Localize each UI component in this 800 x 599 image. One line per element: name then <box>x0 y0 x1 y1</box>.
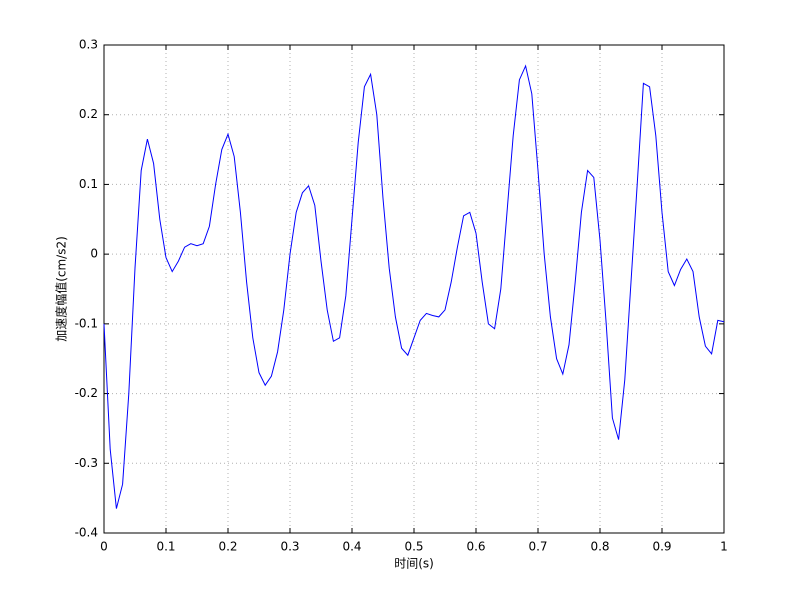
y-tick-label: 0.3 <box>79 38 98 52</box>
x-tick-label: 0 <box>100 540 108 554</box>
x-axis-label: 时间(s) <box>394 557 434 571</box>
x-tick-label: 0.8 <box>590 540 609 554</box>
y-tick-label: -0.2 <box>75 386 98 400</box>
x-tick-label: 0.5 <box>404 540 423 554</box>
x-tick-label: 0.9 <box>652 540 671 554</box>
y-axis-label: 加速度幅值(cm/s2) <box>54 236 69 342</box>
data-line <box>103 64 725 509</box>
x-tick-label: 0.3 <box>280 540 299 554</box>
x-tick-label: 1 <box>720 540 728 554</box>
y-tick-label: -0.4 <box>75 526 98 540</box>
x-tick-label: 0.1 <box>156 540 175 554</box>
y-tick-label: 0 <box>90 247 98 261</box>
y-tick-label: 0.1 <box>79 177 98 191</box>
x-tick-label: 0.7 <box>528 540 547 554</box>
x-tick-label: 0.4 <box>342 540 361 554</box>
x-tick-label: 0.2 <box>218 540 237 554</box>
y-tick-label: -0.1 <box>75 316 98 330</box>
y-tick-label: 0.2 <box>79 107 98 121</box>
axes-box <box>103 44 725 534</box>
y-tick-label: -0.3 <box>75 456 98 470</box>
x-tick-label: 0.6 <box>466 540 485 554</box>
